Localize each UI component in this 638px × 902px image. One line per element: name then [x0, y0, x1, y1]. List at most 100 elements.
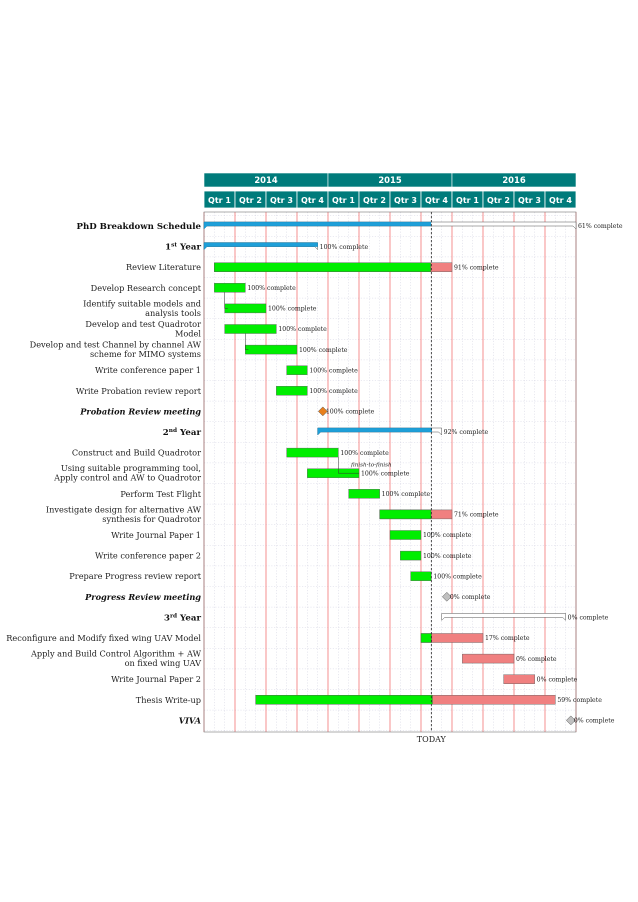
progress-label: 100% complete: [247, 285, 296, 292]
gantt-row: Using suitable programming tool,Apply co…: [53, 463, 410, 483]
task-label: Develop and test Channel by channel AW: [30, 340, 202, 350]
task-bar-done: [245, 344, 298, 355]
progress-label: 92% complete: [444, 429, 489, 436]
gantt-row: Reconfigure and Modify fixed wing UAV Mo…: [6, 633, 530, 643]
progress-label: 0% complete: [450, 594, 491, 601]
year-label: 2016: [502, 175, 525, 185]
progress-label: 100% complete: [361, 470, 410, 477]
progress-label: 0% complete: [516, 656, 557, 663]
task-label: Using suitable programming tool,: [61, 463, 201, 473]
gantt-row: Apply and Build Control Algorithm + AWon…: [30, 649, 557, 669]
task-bar-done: [348, 489, 380, 499]
task-bar-remaining: [462, 653, 515, 664]
task-label: Prepare Progress review report: [69, 571, 201, 581]
chart-frame: [203, 211, 577, 733]
gantt-row: Write Journal Paper 1 100% complete: [111, 530, 472, 540]
task-bar-done: [410, 571, 432, 581]
quarter-label: Qtr 4: [425, 196, 448, 205]
task-label: Construct and Build Quadrotor: [72, 448, 201, 458]
task-label: Write Probation review report: [76, 386, 202, 396]
year-cell: [451, 172, 577, 188]
gantt-row: 3rd Year 0% complete: [164, 613, 609, 623]
task-bar-done: [286, 365, 308, 375]
progress-label: 0% complete: [568, 615, 609, 622]
task-bar-done: [276, 386, 308, 396]
gantt-row: Write Probation review report 100% comple…: [76, 386, 358, 396]
task-label: Apply and Build Control Algorithm + AW: [30, 649, 202, 659]
milestone-diamond: [317, 406, 328, 417]
task-label-line2: Apply control and AW to Quadrotor: [53, 473, 201, 483]
task-label: Reconfigure and Modify fixed wing UAV Mo…: [6, 633, 201, 643]
gantt-row: PhD Breakdown Schedule 61% complete: [77, 221, 623, 232]
progress-label: 100% complete: [309, 367, 358, 374]
task-label: Write conference paper 2: [95, 551, 201, 561]
today-label: TODAY: [417, 735, 447, 744]
task-label: Write Journal Paper 2: [111, 674, 201, 684]
progress-label: 0% complete: [574, 718, 615, 725]
progress-label: 100% complete: [320, 244, 369, 251]
task-bar-done: [420, 633, 432, 643]
progress-label: 59% complete: [557, 697, 602, 704]
progress-label: 61% complete: [578, 223, 623, 230]
group-label: 1st Year: [165, 243, 201, 253]
gantt-row: 1st Year 100% complete: [165, 242, 369, 253]
task-label: Review Literature: [126, 262, 201, 272]
milestone-label: VIVA: [179, 715, 201, 725]
milestone-diamond: [441, 591, 452, 602]
quarter-label: Qtr 2: [239, 196, 262, 205]
quarter-label: Qtr 2: [487, 196, 510, 205]
task-label: Write conference paper 1: [95, 365, 201, 375]
gantt-row: Progress Review meeting 0% complete: [84, 592, 491, 602]
group-bar-outline: [441, 613, 566, 622]
task-label: Thesis Write-up: [136, 695, 201, 705]
quarter-label: Qtr 1: [456, 196, 479, 205]
grid: [203, 211, 577, 733]
quarter-label: Qtr 3: [270, 196, 293, 205]
progress-label: 71% complete: [454, 512, 499, 519]
progress-label: 100% complete: [278, 326, 327, 333]
milestone-diamond: [565, 715, 576, 726]
task-label: Write Journal Paper 1: [111, 530, 201, 540]
task-label: Investigate design for alternative AW: [46, 504, 202, 514]
gantt-row: Write conference paper 1 100% complete: [95, 365, 358, 375]
gantt-row: Probation Review meeting 100% complete: [79, 406, 374, 416]
progress-label: 100% complete: [433, 573, 482, 580]
gantt-row: Write Journal Paper 2 0% complete: [111, 674, 578, 684]
progress-label: 17% complete: [485, 635, 530, 642]
gantt-row: Investigate design for alternative AWsyn…: [46, 504, 499, 524]
task-label: Perform Test Flight: [120, 489, 201, 499]
gantt-row: Prepare Progress review report 100% compl…: [69, 571, 482, 581]
quarter-label: Qtr 1: [332, 196, 355, 205]
task-bar-done: [400, 550, 422, 561]
progress-label: 100% complete: [423, 553, 472, 560]
task-bar-done: [224, 324, 277, 334]
gantt-row: Develop and test Channel by channel AWsc…: [30, 340, 348, 360]
group-bar-progress: [317, 427, 432, 436]
quarter-label: Qtr 4: [301, 196, 324, 205]
group-label: 3rd Year: [164, 613, 202, 623]
task-label-line2: scheme for MIMO systems: [90, 349, 201, 359]
progress-label: 100% complete: [309, 388, 358, 395]
gantt-row: Write conference paper 2 100% complete: [95, 551, 472, 561]
task-label-line2: synthesis for Quadrotor: [102, 514, 201, 524]
gantt-row: VIVA 0% complete: [179, 715, 615, 725]
task-bar-remaining: [503, 674, 535, 684]
milestone-label: Probation Review meeting: [79, 406, 201, 416]
task-label: Identify suitable models and: [83, 298, 201, 308]
gantt-row: Perform Test Flight 100% complete: [120, 489, 430, 499]
dependency-link: [224, 292, 228, 309]
quarter-label: Qtr 3: [394, 196, 417, 205]
task-label-line2: on fixed wing UAV: [125, 658, 202, 668]
gantt-row: Construct and Build Quadrotor 100% comple…: [72, 448, 389, 458]
task-bar-done: [224, 303, 267, 314]
gantt-row: 2nd Year 92% complete: [163, 427, 489, 438]
quarter-label: Qtr 1: [208, 196, 231, 205]
quarter-cell: [544, 190, 577, 209]
gantt-row: Develop Research concept 100% complete: [91, 283, 296, 293]
group-bar-progress: [203, 242, 318, 251]
progress-label: 100% complete: [268, 306, 317, 313]
dependency-links: [224, 292, 359, 474]
quarter-label: Qtr 2: [363, 196, 386, 205]
group-label: PhD Breakdown Schedule: [77, 222, 202, 232]
